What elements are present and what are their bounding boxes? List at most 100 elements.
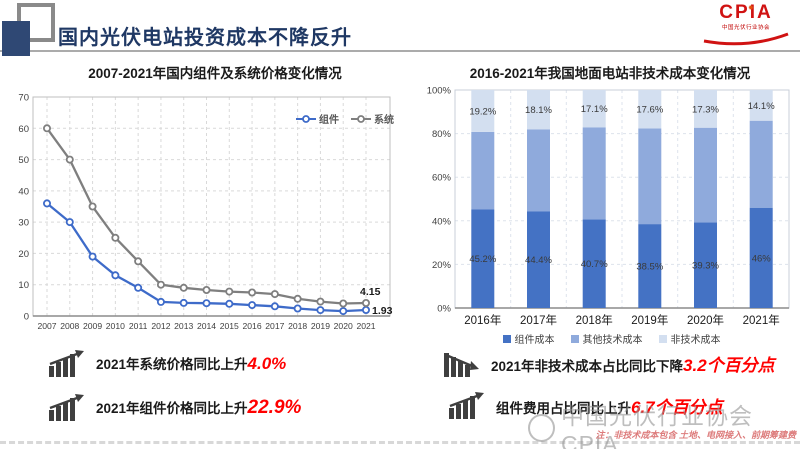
declining-chart-icon <box>444 353 479 377</box>
bar-chart-title: 2016-2021年我国地面电站非技术成本变化情况 <box>469 66 751 81</box>
svg-text:17.1%: 17.1% <box>581 104 608 115</box>
svg-text:2019: 2019 <box>311 321 330 331</box>
swatch-icon <box>570 334 579 343</box>
legend-item-module-cost: 组件成本 <box>502 331 555 346</box>
annotation-text: 2021年组件价格同比上升 <box>96 400 248 416</box>
bar-chart: 0% 20% 40% 60% 80% 100% 45.2% 19.2% 2016年 44.4% 18… <box>425 84 798 332</box>
cpia-logo-text: CPIA ✹ <box>698 3 794 23</box>
svg-text:50: 50 <box>18 155 29 166</box>
svg-text:17.6%: 17.6% <box>636 105 663 116</box>
sun-icon: ✹ <box>748 5 756 12</box>
header-divider <box>0 50 800 52</box>
svg-text:80%: 80% <box>432 129 452 140</box>
bottom-divider <box>0 441 800 444</box>
svg-text:40.7%: 40.7% <box>581 259 608 270</box>
line-chart-plot: 0 10 20 30 40 50 60 70 2007 2008 2009 2010 2011 2012 2… <box>18 86 410 341</box>
annotation-value: 6.7个百分点 <box>631 398 723 417</box>
svg-text:18.1%: 18.1% <box>525 105 552 116</box>
annotation-module-fee: 组件费用占比同比上升6.7个百分点 <box>448 392 723 419</box>
svg-text:20%: 20% <box>432 260 452 271</box>
svg-text:2017年: 2017年 <box>520 313 557 327</box>
annotation-nontech-cost: 2021年非技术成本占比同比下降3.2个百分点 <box>443 350 775 377</box>
line-chart-legend: 组件 系统 <box>296 111 394 126</box>
svg-text:4.15: 4.15 <box>360 286 381 298</box>
rising-chart-icon <box>449 392 484 419</box>
svg-text:2020年: 2020年 <box>687 313 724 327</box>
svg-text:0%: 0% <box>437 304 451 315</box>
annotation-system-price: 2021年系统价格同比上升4.0% <box>48 350 286 377</box>
line-marker-icon <box>296 114 316 123</box>
svg-text:2017: 2017 <box>265 321 284 331</box>
svg-text:2007: 2007 <box>37 321 56 331</box>
bar-chart-plot: 0% 20% 40% 60% 80% 100% 45.2% 19.2% 2016年 44.4% 18… <box>425 84 798 337</box>
svg-text:10: 10 <box>18 280 29 291</box>
svg-text:2021年: 2021年 <box>743 313 780 327</box>
svg-text:46%: 46% <box>752 253 772 264</box>
svg-text:2011: 2011 <box>129 321 148 331</box>
svg-text:2014: 2014 <box>197 321 216 331</box>
watermark-logo-icon <box>528 413 555 442</box>
svg-text:38.5%: 38.5% <box>636 262 663 273</box>
watermark-text: 中国光伏行业协会CPIA <box>560 403 753 449</box>
legend-label: 系统 <box>374 115 394 126</box>
svg-text:70: 70 <box>18 93 29 104</box>
nontech-cost-footnote: 注：非技术成本包含 土地、电网接入、前期筹建费 <box>595 430 796 440</box>
legend-label: 组件成本 <box>514 335 555 346</box>
svg-text:2019年: 2019年 <box>631 313 668 327</box>
annotation-text: 组件费用占比同比上升 <box>496 401 631 416</box>
legend-item-other-tech-cost: 其他技术成本 <box>570 331 643 346</box>
svg-text:100%: 100% <box>427 86 452 97</box>
legend-item-module: 组件 <box>296 111 339 126</box>
watermark: 中国光伏行业协会CPIA <box>528 397 800 449</box>
annotation-text: 2021年系统价格同比上升 <box>96 357 248 372</box>
svg-text:2015: 2015 <box>220 321 239 331</box>
legend-item-nontech-cost: 非技术成本 <box>658 331 721 346</box>
svg-text:2020: 2020 <box>334 321 353 331</box>
svg-text:2012: 2012 <box>151 321 170 331</box>
svg-text:2008: 2008 <box>60 321 79 331</box>
legend-label: 其他技术成本 <box>582 335 643 346</box>
svg-text:2009: 2009 <box>83 321 102 331</box>
slide-title: 国内光伏电站投资成本不降反升 <box>58 27 352 49</box>
bar-chart-legend: 组件成本 其他技术成本 非技术成本 <box>425 331 798 346</box>
svg-text:2013: 2013 <box>174 321 193 331</box>
rising-chart-icon <box>49 394 84 421</box>
svg-text:1.93: 1.93 <box>372 305 393 317</box>
legend-label: 非技术成本 <box>670 335 721 346</box>
svg-text:19.2%: 19.2% <box>469 106 496 117</box>
svg-text:2016年: 2016年 <box>464 313 501 327</box>
svg-text:60%: 60% <box>432 173 452 184</box>
svg-text:40: 40 <box>18 186 29 197</box>
svg-text:2018年: 2018年 <box>576 313 613 327</box>
svg-text:44.4%: 44.4% <box>525 255 552 266</box>
rising-chart-icon <box>49 350 84 377</box>
logo-arc-swoosh <box>703 32 789 46</box>
svg-text:2010: 2010 <box>106 321 125 331</box>
cpia-logo-subtext: 中国光伏行业协会 <box>721 25 770 31</box>
line-marker-icon <box>351 114 371 123</box>
line-chart-title: 2007-2021年国内组件及系统价格变化情况 <box>88 66 342 81</box>
annotation-text: 2021年非技术成本占比同比下降 <box>491 359 684 374</box>
svg-text:45.2%: 45.2% <box>469 254 496 265</box>
legend-label: 组件 <box>319 115 339 126</box>
annotation-value: 3.2个百分点 <box>683 356 775 375</box>
svg-text:17.3%: 17.3% <box>692 104 719 115</box>
svg-text:2016: 2016 <box>243 321 262 331</box>
swatch-icon <box>502 334 511 343</box>
cpia-logo: CPIA ✹ 中国光伏行业协会 <box>698 3 794 46</box>
svg-text:14.1%: 14.1% <box>748 101 775 112</box>
annotation-value: 22.9% <box>247 396 302 418</box>
svg-text:2021: 2021 <box>356 321 375 331</box>
line-chart: 组件 系统 0 10 20 30 40 50 60 70 2007 2008 2009 2010 201… <box>18 86 410 336</box>
svg-text:60: 60 <box>18 124 29 135</box>
legend-item-system: 系统 <box>351 111 394 126</box>
svg-text:2018: 2018 <box>288 321 307 331</box>
svg-text:39.3%: 39.3% <box>692 261 719 272</box>
decorative-navy-square <box>2 21 30 56</box>
annotation-value: 4.0% <box>247 354 287 373</box>
annotation-module-price: 2021年组件价格同比上升22.9% <box>48 394 301 421</box>
svg-text:0: 0 <box>24 312 29 323</box>
swatch-icon <box>658 334 667 343</box>
svg-text:20: 20 <box>18 249 29 260</box>
